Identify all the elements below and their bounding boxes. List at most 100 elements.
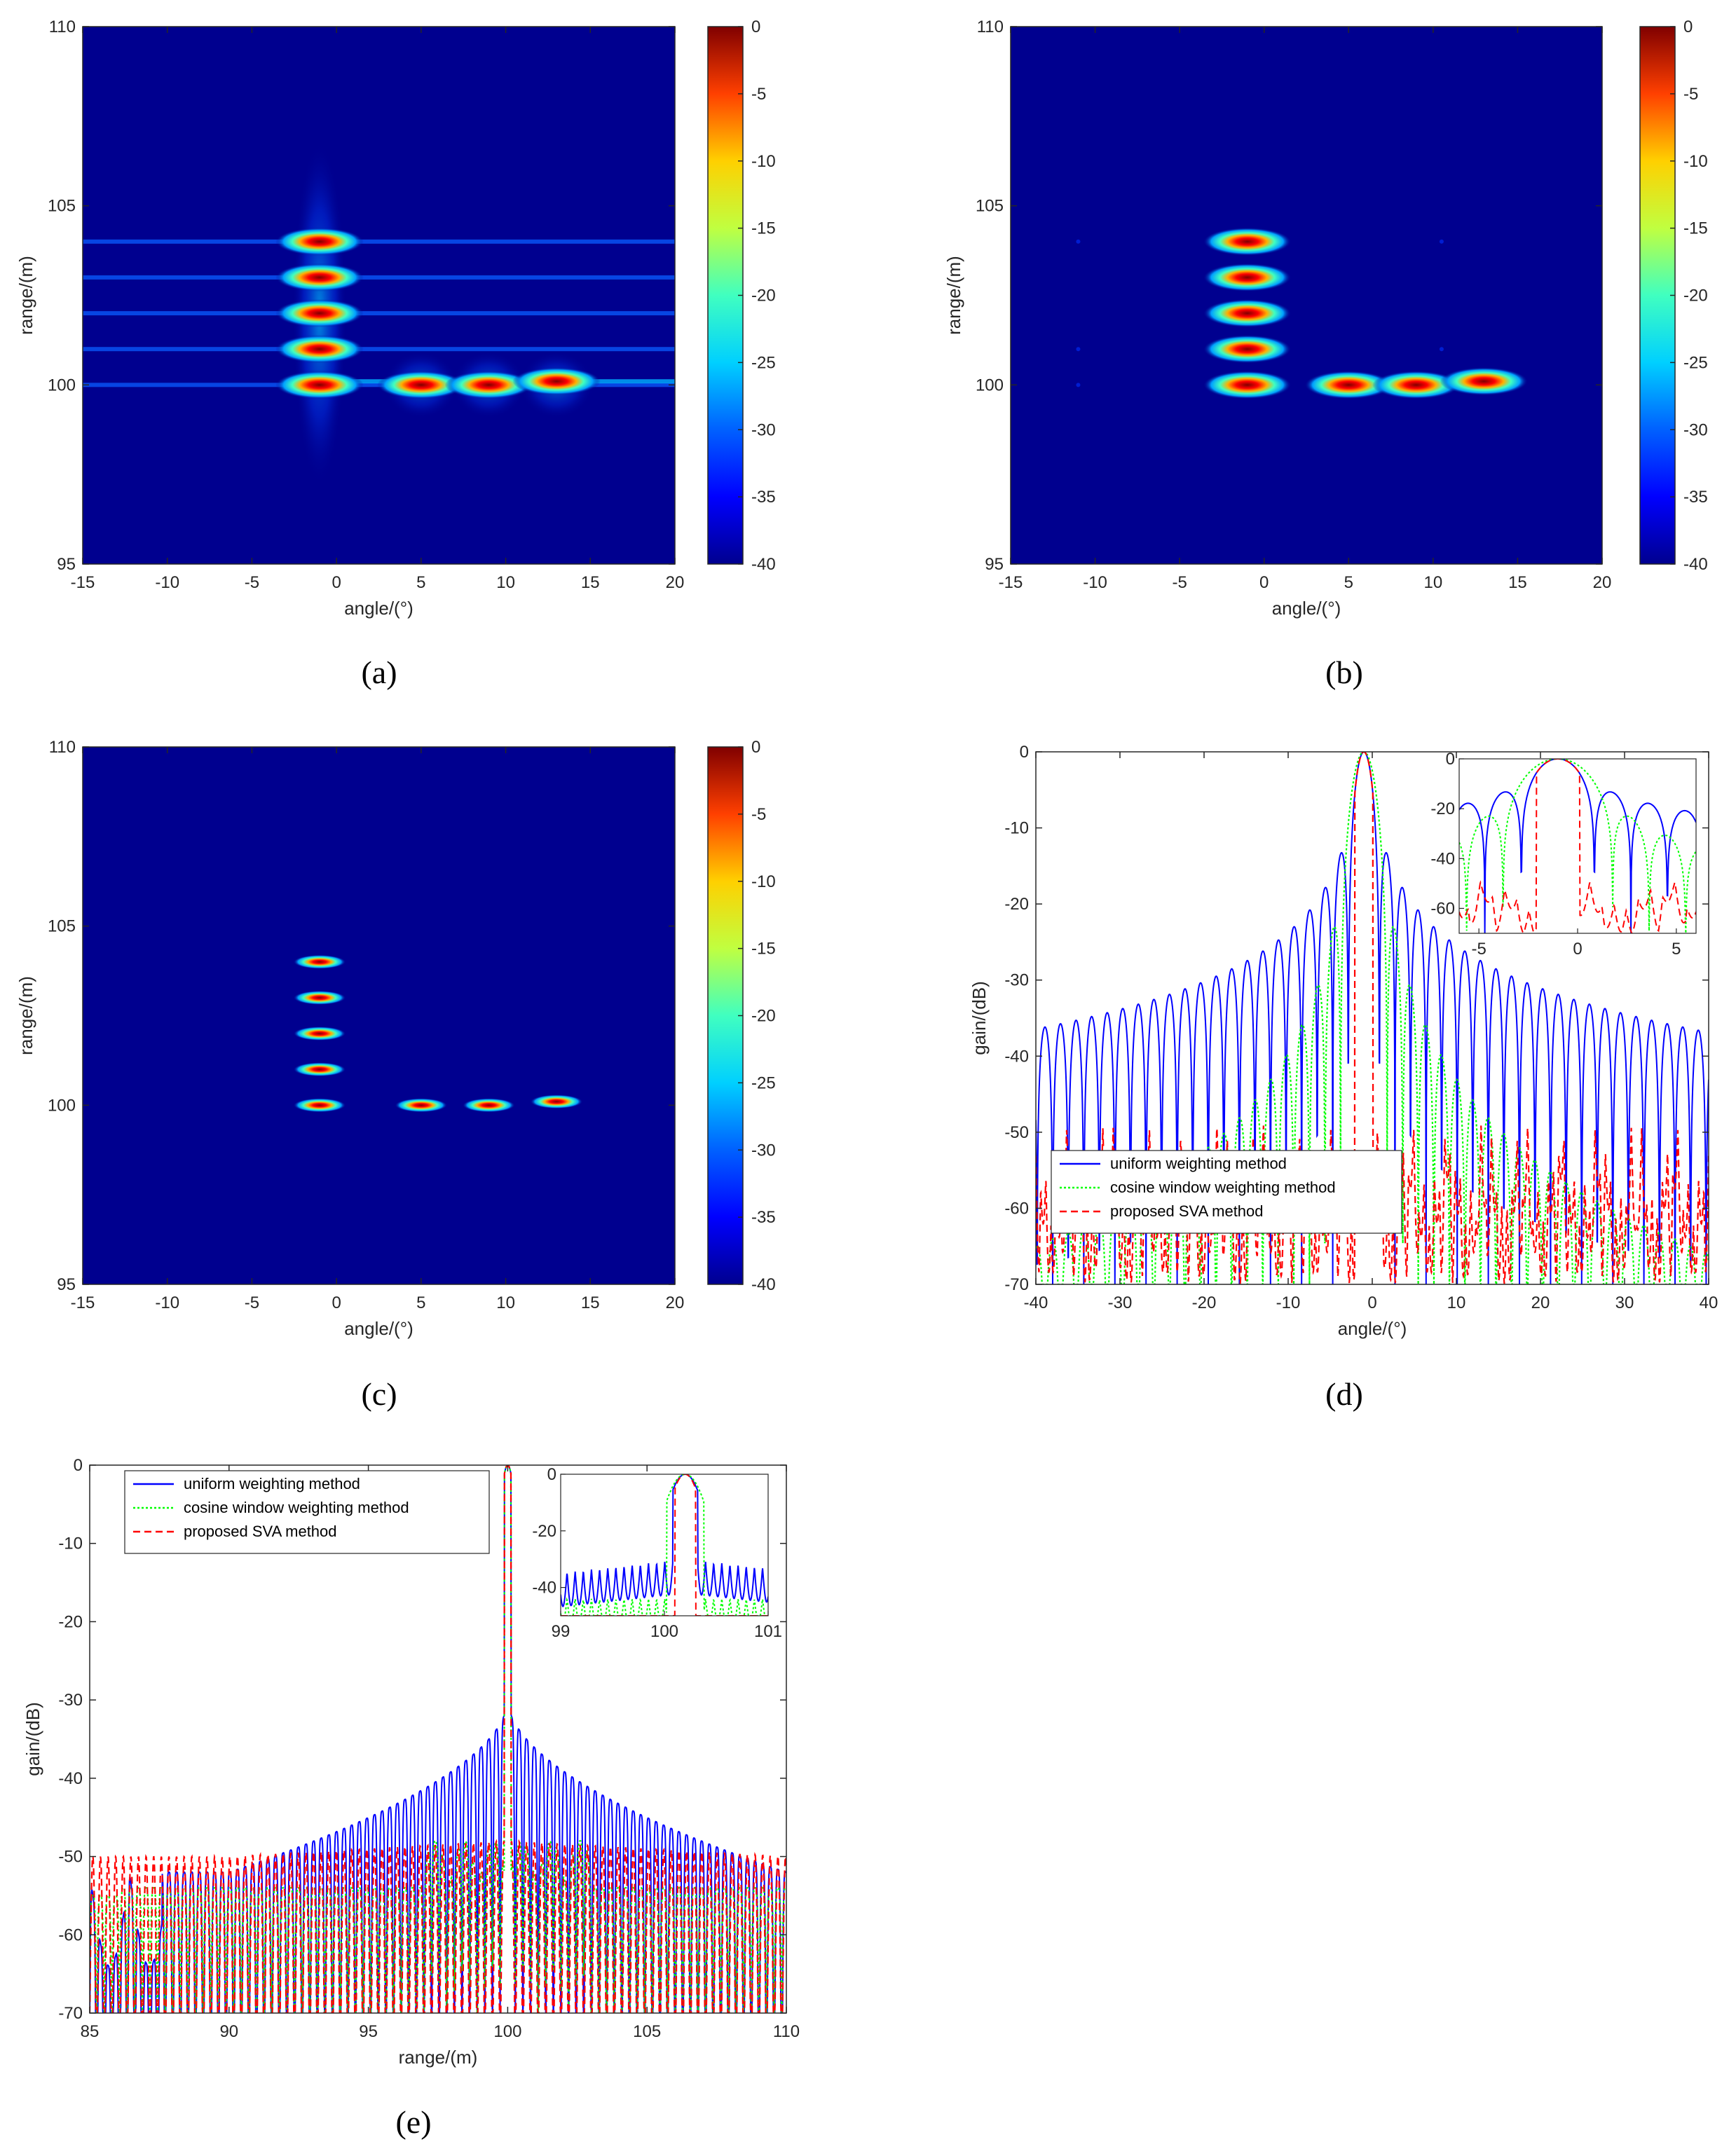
colorbar-tick-label: -15: [751, 219, 776, 238]
target-point: [275, 371, 364, 399]
target-point: [1203, 299, 1292, 328]
colorbar-tick-label: -25: [1683, 353, 1708, 372]
x-tick-label: -15: [71, 573, 95, 592]
plot-frame: [1010, 26, 1603, 565]
panel-a: -15 -10 -5 0 5 10 15 20 95 100 105 110 angle/(°) rang…: [15, 18, 776, 619]
target-point: [1440, 367, 1528, 396]
x-tick-label: 20: [1593, 573, 1612, 592]
panel-label-c: (c): [361, 1376, 397, 1412]
inset-background: [561, 1474, 768, 1616]
colorbar-tick-label: -35: [1683, 488, 1708, 507]
ghost-spot: [1076, 239, 1081, 244]
target-point: [275, 299, 364, 328]
panel-b: -15 -10 -5 0 5 10 15 20 95 100 105 110 angle/(°) rang…: [943, 18, 1708, 619]
x-tick-label: 10: [496, 573, 515, 592]
x-tick-label: -5: [245, 1293, 259, 1312]
x-tick-label: -10: [155, 573, 179, 592]
target-point: [512, 367, 601, 396]
x-tick-label: 100: [493, 2022, 521, 2041]
y-tick-label: -30: [58, 1691, 83, 1710]
colorbar: [707, 746, 744, 1285]
ghost-spot: [1439, 239, 1444, 244]
inset-y-tick-label: -20: [532, 1522, 556, 1541]
sva-series-line: [90, 1465, 786, 2013]
x-axis-label: angle/(°): [1272, 598, 1341, 619]
y-tick-label: -10: [58, 1534, 83, 1553]
colorbar-tick-label: -40: [1683, 555, 1708, 574]
cosine-series-line: [90, 1465, 786, 2013]
x-tick-label: 30: [1615, 1293, 1634, 1312]
y-tick-label: 0: [1020, 743, 1029, 762]
cosine-series-line: [1036, 752, 1709, 1284]
colorbar-tick-label: -25: [751, 353, 776, 372]
x-tick-label: 10: [496, 1293, 515, 1312]
y-axis-label: gain/(dB): [22, 1702, 43, 1776]
plot-frame: [1035, 751, 1709, 1285]
target-point: [444, 371, 533, 399]
y-tick-label: -60: [58, 1925, 83, 1944]
inset-frame: [1458, 758, 1697, 934]
colorbar-tick-label: -15: [751, 940, 776, 959]
colorbar-tick-label: -10: [751, 152, 776, 171]
range-streak: [83, 275, 675, 280]
target-point: [1203, 227, 1292, 256]
panel-label-e: (e): [395, 2104, 431, 2140]
colorbar-tick-label: -5: [1683, 85, 1698, 104]
ghost-spot: [1076, 383, 1081, 387]
inset: -5 0 5 0 -20 -40 -60: [1430, 750, 1697, 959]
inset-y-tick-label: 0: [1446, 750, 1455, 769]
inset-plot: [561, 1474, 768, 1616]
heatmap-background: [83, 747, 675, 1284]
target-point: [293, 1098, 346, 1113]
x-tick-label: 10: [1447, 1293, 1466, 1312]
ghost-spot: [1439, 347, 1444, 352]
colorbar-tick-label: -30: [751, 1141, 776, 1160]
range-streak: [83, 311, 675, 316]
y-axis-label: range/(m): [943, 256, 964, 335]
colorbar: [707, 26, 744, 565]
target-point: [463, 1098, 515, 1113]
target-point: [293, 1062, 346, 1077]
x-tick-label: -40: [1024, 1293, 1048, 1312]
inset-plot: [1459, 759, 1696, 933]
target-point: [1304, 371, 1393, 399]
target-point: [530, 1094, 583, 1109]
inset-x-tick-label: 0: [1573, 940, 1582, 959]
x-tick-label: 15: [581, 573, 600, 592]
sva-series-line: [1036, 752, 1709, 1284]
x-tick-label: -30: [1108, 1293, 1133, 1312]
colorbar-tick-label: -25: [751, 1073, 776, 1092]
legend: uniform weighting method cosine window we…: [124, 1470, 490, 1554]
legend-entry: cosine window weighting method: [184, 1499, 409, 1516]
colorbar-tick-label: -20: [751, 1007, 776, 1026]
x-tick-label: -10: [1276, 1293, 1301, 1312]
x-tick-label: 0: [1259, 573, 1269, 592]
x-axis-label: angle/(°): [344, 598, 414, 619]
y-tick-label: 100: [48, 376, 76, 394]
target-point: [1203, 371, 1292, 399]
cosine-series-line: [1459, 759, 1696, 933]
target-point: [275, 263, 364, 291]
y-tick-label: -10: [1004, 819, 1029, 838]
plot-frame: [89, 1464, 787, 2014]
x-tick-label: 85: [81, 2022, 100, 2041]
colorbar-tick-label: -35: [751, 1208, 776, 1227]
cosine-series-line: [561, 1474, 768, 1616]
y-tick-label: -40: [1004, 1047, 1029, 1066]
y-tick-label: 105: [48, 917, 76, 936]
panel-label-b: (b): [1325, 654, 1363, 690]
heatmap-background: [83, 27, 675, 564]
plot-frame: [82, 746, 676, 1285]
y-tick-label: -50: [1004, 1123, 1029, 1142]
target-point: [377, 371, 465, 399]
legend-entry: proposed SVA method: [184, 1523, 337, 1540]
x-tick-label: 20: [666, 573, 685, 592]
colorbar-tick-label: 0: [751, 738, 760, 757]
x-axis-label: range/(m): [399, 2047, 478, 2068]
inset-x-tick-label: 100: [650, 1622, 678, 1641]
x-tick-label: -5: [1172, 573, 1187, 592]
heatmap-background: [1011, 27, 1602, 564]
target-point: [293, 954, 346, 969]
x-tick-label: -5: [245, 573, 259, 592]
